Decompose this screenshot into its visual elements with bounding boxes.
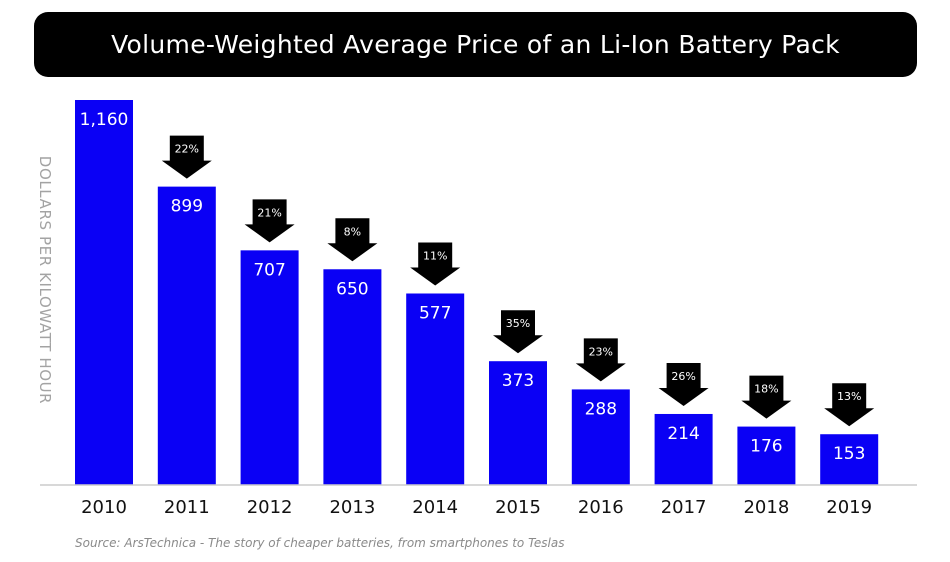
x-tick-label: 2018 — [743, 497, 789, 518]
x-tick-label: 2012 — [247, 497, 293, 518]
down-arrow-icon — [244, 199, 295, 243]
x-tick-label: 2016 — [578, 497, 624, 518]
bar-value-label: 288 — [585, 399, 617, 419]
decline-percent-label: 13% — [837, 390, 861, 403]
down-arrow-icon — [410, 242, 461, 286]
x-tick-label: 2011 — [164, 497, 210, 518]
down-arrow-icon — [161, 135, 212, 179]
bar-value-label: 373 — [502, 371, 534, 391]
bar-value-label: 176 — [750, 437, 782, 457]
bar-2019 — [820, 434, 879, 485]
chart-title: Volume-Weighted Average Price of an Li-I… — [111, 30, 840, 59]
bar-value-label: 650 — [336, 279, 368, 299]
decline-percent-label: 18% — [754, 383, 778, 396]
bar-value-label: 707 — [253, 260, 285, 280]
x-tick-label: 2017 — [661, 497, 707, 518]
down-arrow-icon — [575, 338, 626, 382]
decline-percent-label: 26% — [671, 370, 695, 383]
down-arrow-icon — [327, 218, 378, 262]
x-tick-label: 2010 — [81, 497, 127, 518]
decline-percent-label: 8% — [344, 225, 361, 238]
title-banner: Volume-Weighted Average Price of an Li-I… — [34, 12, 917, 77]
decline-percent-label: 11% — [423, 249, 447, 262]
down-arrow-icon — [741, 375, 792, 419]
bar-value-label: 899 — [171, 197, 203, 217]
decline-percent-label: 35% — [506, 317, 530, 330]
bar-2012 — [240, 250, 299, 485]
bar-value-label: 1,160 — [80, 110, 129, 130]
bar-value-label: 153 — [833, 444, 865, 464]
bar-2016 — [571, 389, 630, 485]
x-tick-label: 2019 — [826, 497, 872, 518]
bar-2017 — [654, 413, 713, 485]
down-arrow-icon — [658, 362, 709, 406]
bar-2018 — [737, 426, 796, 485]
decline-percent-label: 22% — [175, 143, 199, 156]
bar-2013 — [323, 269, 382, 485]
x-tick-label: 2014 — [412, 497, 458, 518]
bar-value-label: 214 — [667, 424, 699, 444]
decline-percent-label: 21% — [257, 206, 281, 219]
down-arrow-icon — [493, 310, 543, 354]
bar-2014 — [406, 293, 465, 485]
x-tick-label: 2013 — [329, 497, 375, 518]
x-tick-label: 2015 — [495, 497, 541, 518]
bar-2015 — [489, 361, 547, 485]
bar-2011 — [157, 186, 216, 485]
bar-value-label: 577 — [419, 303, 451, 323]
bar-2010 — [75, 100, 133, 485]
down-arrow-icon — [824, 383, 875, 427]
source-note: Source: ArsTechnica - The story of cheap… — [75, 536, 565, 550]
decline-percent-label: 23% — [589, 345, 613, 358]
